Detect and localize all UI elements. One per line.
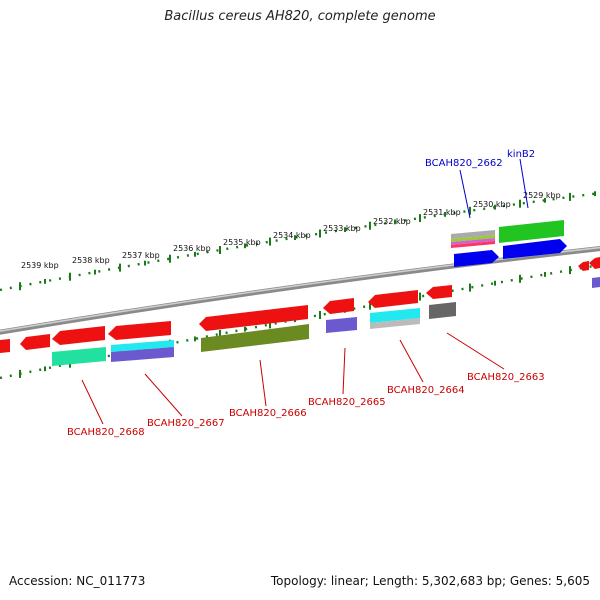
leader-lines [81, 158, 529, 425]
scale-label-2537: 2537 kbp [122, 251, 160, 260]
cog-bar [451, 241, 495, 248]
cog-bar [201, 324, 309, 352]
scale-label-2533: 2533 kbp [323, 224, 361, 233]
scale-label-2539: 2539 kbp [21, 261, 59, 270]
cog-bar [451, 230, 495, 239]
gene-arrow[interactable] [454, 250, 499, 267]
cog-bar [111, 347, 174, 362]
gene-arrow[interactable] [503, 239, 567, 259]
scale-label-2532: 2532 kbp [373, 217, 411, 226]
gene-label-2666[interactable]: BCAH820_2666 [229, 408, 307, 419]
cog-bar [52, 347, 106, 366]
scale-label-2530: 2530 kbp [473, 200, 511, 209]
gene-label-2667[interactable]: BCAH820_2667 [147, 418, 225, 429]
cog-bar [429, 302, 456, 319]
reverse-genes [451, 220, 567, 267]
cog-bar [111, 340, 174, 352]
gene-arrow[interactable] [589, 257, 600, 269]
gene-arrow[interactable] [368, 290, 418, 308]
gene-label-kinb2[interactable]: kinB2 [507, 149, 535, 160]
cog-bar [451, 238, 495, 245]
cog-bar [326, 317, 357, 333]
cog-bar [499, 220, 564, 243]
lower-scale-ticks [19, 263, 596, 378]
cog-bar [370, 318, 420, 329]
accession-text: Accession: NC_011773 [9, 574, 146, 588]
gene-arrow[interactable] [578, 261, 589, 271]
gene-arrow[interactable] [20, 334, 50, 350]
gene-arrow[interactable] [108, 321, 171, 340]
forward-genes [0, 257, 600, 353]
scale-label-2531: 2531 kbp [423, 208, 461, 217]
genome-backbone [0, 246, 600, 335]
gene-label-2668[interactable]: BCAH820_2668 [67, 427, 145, 438]
scale-label-2536: 2536 kbp [173, 244, 211, 253]
scale-label-2535: 2535 kbp [223, 238, 261, 247]
scale-label-2529: 2529 kbp [523, 191, 561, 200]
cog-bar [592, 277, 600, 288]
map-title: Bacillus cereus AH820, complete genome [164, 9, 436, 24]
gene-label-2662[interactable]: BCAH820_2662 [425, 158, 503, 169]
gene-label-2665[interactable]: BCAH820_2665 [308, 397, 386, 408]
scale-label-2538: 2538 kbp [72, 256, 110, 265]
upper-scale-ticks [19, 191, 596, 291]
gene-label-2663[interactable]: BCAH820_2663 [467, 372, 545, 383]
cog-bar [451, 235, 495, 242]
gene-label-2664[interactable]: BCAH820_2664 [387, 385, 465, 396]
gene-arrow[interactable] [323, 298, 354, 314]
gene-arrow[interactable] [426, 285, 452, 299]
gene-arrow[interactable] [199, 305, 308, 331]
topology-text: Topology: linear; Length: 5,302,683 bp; … [270, 574, 590, 588]
forward-cog-bars [52, 277, 600, 366]
gene-arrow[interactable] [52, 326, 105, 345]
scale-label-2534: 2534 kbp [273, 231, 311, 240]
gene-arrow[interactable] [0, 339, 10, 353]
